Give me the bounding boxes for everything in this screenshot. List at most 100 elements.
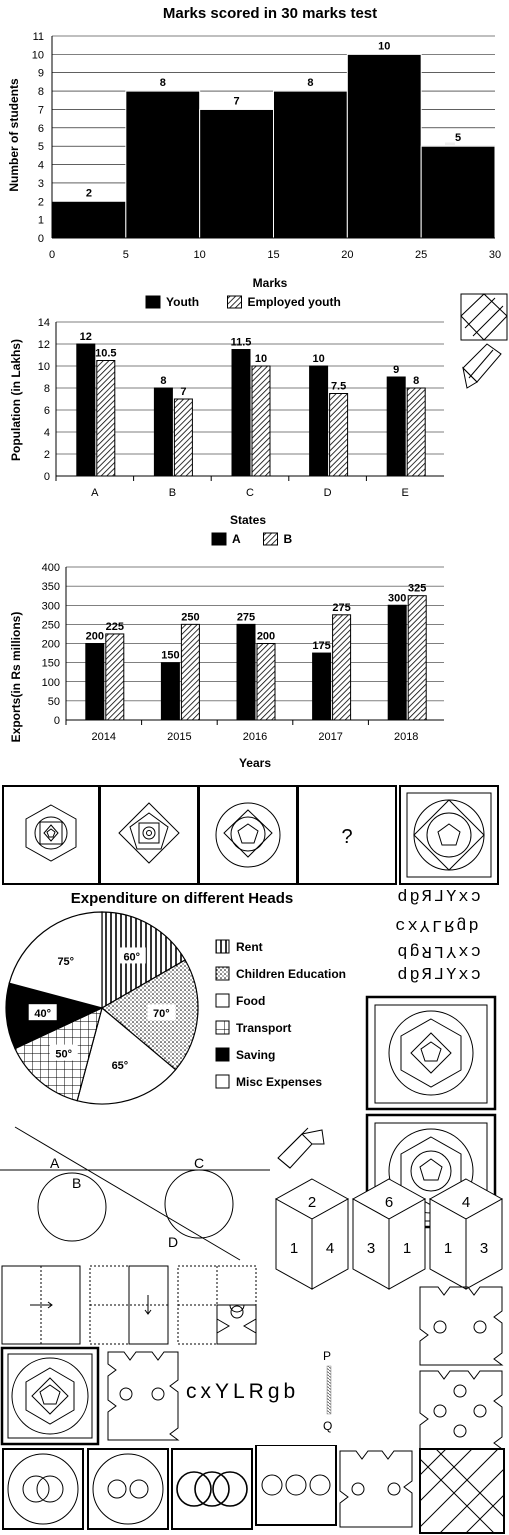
histogram-bar [125, 90, 201, 239]
answer-option-top [399, 785, 499, 885]
pie-data-label: 70° [153, 1008, 170, 1020]
histogram-x-tick: 25 [415, 249, 427, 261]
die-top-number: 2 [308, 1194, 316, 1211]
c2-bar-s1 [386, 376, 406, 477]
die-right-number: 1 [403, 1240, 411, 1257]
pie-label-bg [28, 1004, 57, 1021]
c2-data-label: 11.5 [231, 337, 252, 349]
histogram-x-tick: 0 [49, 249, 55, 261]
point-label-d: D [168, 1234, 178, 1250]
c3-bar-s2 [180, 623, 200, 721]
marks-histogram: Marks scored in 30 marks test 0 1 2 3 4 5 6 7 8 9… [7, 5, 501, 290]
pie-label-bg [147, 1004, 176, 1021]
mirror-label-q: Q [323, 1419, 332, 1433]
figure-series: ? [2, 785, 499, 885]
histogram-x-tick: 10 [194, 249, 206, 261]
histogram-y-tick: 6 [38, 123, 44, 135]
die-left-number: 3 [367, 1240, 375, 1257]
pie-legend-label: Misc Expenses [236, 1075, 322, 1089]
histogram-data-label: 2 [86, 187, 92, 199]
question-mark: ? [341, 826, 352, 848]
c2-data-label: 7 [180, 386, 186, 398]
c2-y-tick: 2 [44, 449, 50, 461]
c2-y-tick: 6 [44, 405, 50, 417]
point-label-c: C [194, 1155, 204, 1171]
c2-y-tick: 10 [38, 361, 50, 373]
histogram-x-tick: 20 [341, 249, 353, 261]
c2-x-tick: D [324, 487, 332, 499]
pie-data-label: 65° [112, 1060, 129, 1072]
die-right-face [311, 1198, 349, 1290]
pie-label-bg [105, 1055, 134, 1072]
c3-bar-s1 [387, 604, 407, 721]
c3-bar-s1 [312, 652, 332, 721]
pie-legend-swatch [215, 1074, 230, 1089]
die-3: 4 1 3 [428, 1178, 504, 1290]
mirror-letter-options: cxYLRgb cxYLRgb cxYLRgb cxYLRgb [367, 885, 509, 989]
mirror-row-2: cxYLRgb [395, 915, 481, 934]
c3-data-label: 325 [408, 583, 426, 595]
histogram-y-tick: 10 [32, 49, 44, 61]
c2-bar-s2 [173, 398, 193, 477]
cutout-tile-2 [419, 1370, 504, 1450]
pie-label-bg [49, 1044, 78, 1061]
pie-legend-swatch [215, 939, 230, 954]
pie-data-label: 50° [55, 1049, 72, 1061]
histogram-bar [273, 90, 348, 239]
c2-data-label: 9 [393, 364, 399, 376]
cutout-tile-outline [419, 1370, 504, 1450]
c2-x-tick: B [169, 487, 176, 499]
histogram-data-label: 5 [455, 132, 461, 144]
dice-figure: 2 1 4 6 3 1 4 1 3 [274, 1178, 504, 1290]
exports-chart-x-label: Years [239, 756, 271, 770]
c3-y-tick: 250 [42, 619, 60, 631]
c3-data-label: 150 [161, 650, 179, 662]
c3-y-tick: 0 [54, 715, 60, 727]
c2-y-tick: 8 [44, 383, 50, 395]
c3-y-tick: 150 [42, 658, 60, 670]
histogram-y-label: Number of students [7, 78, 21, 192]
histogram-y-tick: 0 [38, 233, 44, 245]
die-2: 6 3 1 [351, 1178, 427, 1290]
c3-bar-s2 [256, 643, 276, 721]
tangent-circles-figure: A B C D [0, 1126, 270, 1261]
youth-chart-y-label: Population (in Lakhs) [9, 339, 23, 461]
c3-bar-s2 [332, 614, 352, 721]
histogram-title: Marks scored in 30 marks test [163, 5, 377, 22]
pie-data-label: 40° [34, 1008, 51, 1020]
c2-data-label: 10.5 [95, 348, 116, 360]
cutout-hole [473, 1404, 487, 1418]
histogram-y-tick: 8 [38, 86, 44, 98]
pie-data-label: 60° [123, 951, 140, 963]
pie-label-bg [117, 947, 146, 964]
c2-y-tick: 4 [44, 427, 50, 439]
c3-x-tick: 2015 [167, 731, 191, 743]
paper-fold-figure [1, 1265, 257, 1345]
cutout-hole [473, 1320, 487, 1334]
histogram-bar [199, 108, 275, 239]
c3-y-tick: 200 [42, 639, 60, 651]
cutout-tile-outline [419, 1286, 504, 1366]
c2-data-label: 7.5 [331, 381, 346, 393]
c2-bar-s1 [76, 343, 96, 477]
c2-data-label: 8 [413, 375, 419, 387]
folded-paper-figure-top [460, 293, 508, 389]
histogram-y-tick: 7 [38, 104, 44, 116]
c3-data-label: 300 [388, 592, 406, 604]
c3-data-label: 175 [312, 640, 330, 652]
cutout-tile-middle [107, 1351, 180, 1441]
c3-legend-swatch [211, 532, 227, 546]
c2-legend-swatch [145, 295, 161, 309]
histogram-bar [420, 145, 496, 239]
letter-string: cxYLRgb [186, 1380, 300, 1403]
c2-bar-s1 [231, 349, 251, 477]
cutout-tiles-right [419, 1286, 504, 1450]
histogram-y-tick: 11 [33, 31, 44, 43]
c3-data-label: 225 [106, 621, 124, 633]
series-box-1 [2, 785, 100, 885]
histogram-bar [51, 200, 127, 239]
histogram-y-tick: 2 [38, 196, 44, 208]
mirror-row-4: cxYLRgb [395, 966, 481, 985]
c3-x-tick: 2017 [318, 731, 342, 743]
c2-x-tick: A [91, 487, 99, 499]
